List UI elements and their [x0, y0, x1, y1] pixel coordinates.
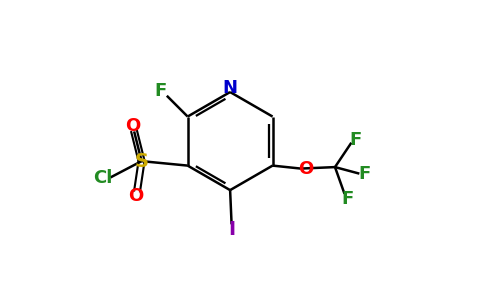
- Text: I: I: [228, 220, 235, 239]
- Text: Cl: Cl: [93, 169, 113, 188]
- Text: O: O: [128, 187, 143, 205]
- Text: F: F: [154, 82, 166, 100]
- Text: O: O: [299, 160, 314, 178]
- Text: S: S: [135, 152, 149, 171]
- Text: F: F: [349, 131, 362, 149]
- Text: O: O: [125, 117, 140, 135]
- Text: F: F: [341, 190, 354, 208]
- Text: F: F: [359, 165, 371, 183]
- Text: N: N: [223, 79, 238, 97]
